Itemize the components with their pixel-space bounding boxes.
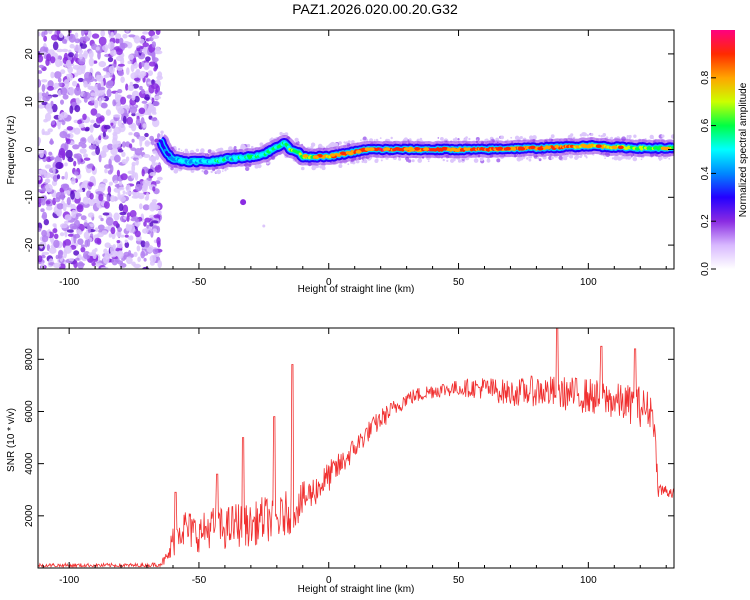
spectrogram-ytick-label: 0 <box>24 146 35 152</box>
snr-xtick-label: -50 <box>192 575 207 586</box>
snr-plot-area <box>38 328 674 568</box>
spectrogram-xtick-label: -100 <box>59 277 79 288</box>
snr-series-line <box>38 328 674 568</box>
spectrogram-xlabel: Height of straight line (km) <box>298 284 415 295</box>
spectrogram-ylabel: Frequency (Hz) <box>6 116 17 185</box>
snr-xtick-label: 0 <box>326 575 332 586</box>
figure-title: PAZ1.2026.020.00.20.G32 <box>292 1 458 17</box>
spectrogram-ytick-label: 10 <box>24 96 35 108</box>
spectrogram-noise-region <box>38 30 163 269</box>
snr-xtick-label: 100 <box>580 575 597 586</box>
snr-xtick-label: -100 <box>59 575 79 586</box>
spectrogram-ytick-label: 20 <box>24 48 35 60</box>
spectrogram-xtick-label: 100 <box>580 277 597 288</box>
colorbar-tick-label: 0.2 <box>700 214 711 228</box>
snr-ytick-label: 8000 <box>24 348 35 371</box>
spectrogram-ytick-label: -10 <box>24 190 35 205</box>
spectrogram-xtick-label: -50 <box>192 277 207 288</box>
snr-ytick-label: 4000 <box>24 452 35 475</box>
snr-xlabel: Height of straight line (km) <box>298 584 415 595</box>
snr-ytick-label: 2000 <box>24 504 35 527</box>
snr-xtick-label: 50 <box>453 575 465 586</box>
colorbar-ticks: 0.0 0.2 0.4 0.6 0.8 <box>700 70 716 276</box>
snr-ylabel: SNR (10 * v/v) <box>6 408 17 472</box>
colorbar: 0.0 0.2 0.4 0.6 0.8 Normalized spectral ampl… <box>700 30 749 276</box>
spectrogram-ytick-label: -20 <box>24 237 35 252</box>
snr-panel: -100 -50 0 50 100 2000 4000 6000 8000 Height of … <box>6 327 675 595</box>
colorbar-gradient <box>711 30 735 269</box>
snr-frame <box>37 327 675 569</box>
colorbar-tick-label: 0.4 <box>700 166 711 180</box>
spectrogram-plot-area <box>38 30 674 269</box>
spectrogram-xtick-label: 0 <box>326 277 332 288</box>
spectrogram-xtick-label: 50 <box>453 277 465 288</box>
colorbar-label: Normalized spectral amplitude <box>738 82 749 217</box>
snr-ticks: -100 -50 0 50 100 2000 4000 6000 8000 <box>24 328 674 586</box>
snr-ytick-label: 6000 <box>24 400 35 423</box>
colorbar-tick-label: 0.8 <box>700 70 711 84</box>
colorbar-tick-label: 0.0 <box>700 262 711 276</box>
spectrogram-ridge <box>153 133 674 171</box>
colorbar-tick-label: 0.6 <box>700 118 711 132</box>
